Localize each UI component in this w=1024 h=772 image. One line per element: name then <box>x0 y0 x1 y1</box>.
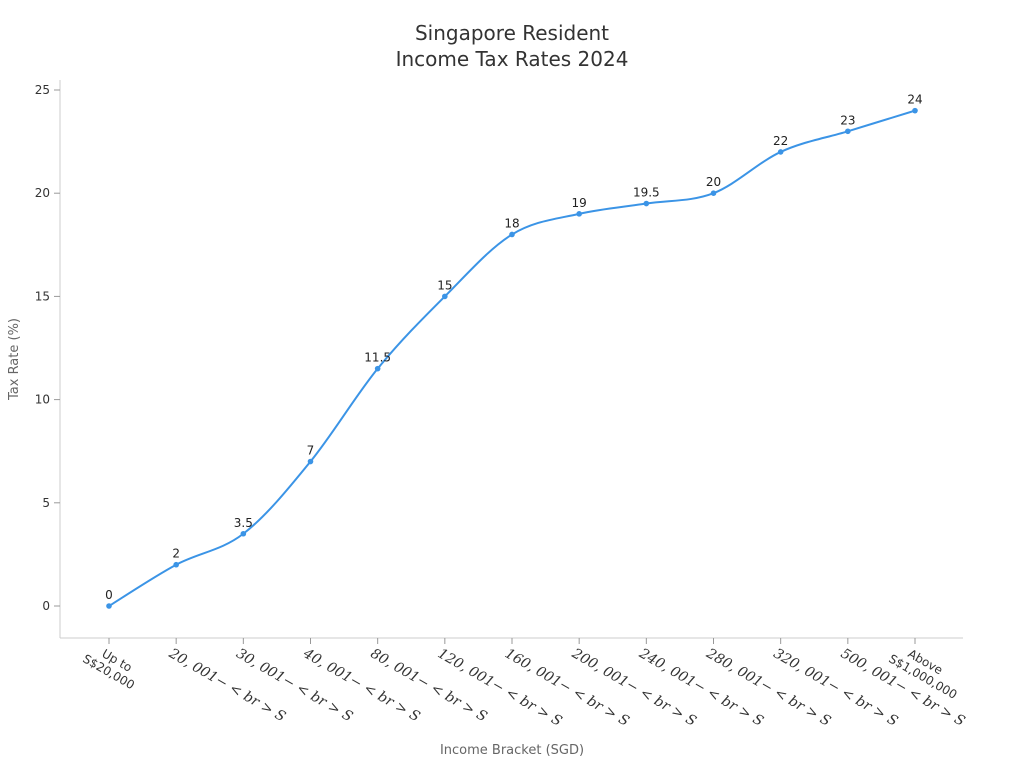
x-tick-label: 160, 001− < br > S <box>502 646 632 730</box>
data-label: 20 <box>706 175 721 189</box>
data-label: 11.5 <box>364 351 391 365</box>
data-label: 23 <box>840 113 855 127</box>
x-tick-label: 30, 001− < br > S <box>233 646 355 726</box>
x-tick-label: 20, 001− < br > S <box>165 645 288 725</box>
data-label: 18 <box>504 216 519 230</box>
y-tick-label: 20 <box>35 186 50 200</box>
data-point <box>777 149 784 155</box>
y-tick-label: 5 <box>42 496 50 510</box>
data-point <box>576 211 582 217</box>
data-point <box>374 365 381 372</box>
data-point <box>643 200 650 207</box>
data-label: 7 <box>307 444 315 458</box>
x-tick-label: Up toS$20,000 <box>80 639 144 692</box>
data-point <box>173 561 179 568</box>
y-axis-label: Tax Rate (%) <box>7 318 22 401</box>
data-label: 15 <box>437 278 452 292</box>
data-label: 0 <box>105 588 113 602</box>
y-tick-label: 10 <box>35 393 50 407</box>
data-point <box>710 190 717 196</box>
data-label: 19 <box>572 196 587 210</box>
y-tick-label: 25 <box>35 83 50 97</box>
chart-title-line-1: Singapore Resident <box>415 21 609 45</box>
data-point <box>106 603 112 609</box>
data-point <box>912 107 918 114</box>
y-tick-label: 15 <box>35 289 50 303</box>
data-label: 22 <box>773 134 788 148</box>
chart-title-line-2: Income Tax Rates 2024 <box>396 47 629 71</box>
data-label: 3.5 <box>234 516 253 530</box>
data-label: 24 <box>907 93 922 107</box>
data-point <box>307 458 314 465</box>
x-tick-label: 320, 001− < br > S <box>771 646 901 730</box>
x-tick-label: 200, 001− < br > S <box>568 645 699 730</box>
y-tick-label: 0 <box>42 599 50 613</box>
data-point <box>509 231 515 238</box>
x-tick-label: 120, 001− < br > S <box>435 646 565 730</box>
x-axis-label: Income Bracket (SGD) <box>440 743 584 758</box>
data-label: 2 <box>172 547 180 561</box>
data-point <box>240 530 247 537</box>
data-point <box>442 293 448 300</box>
x-tick-label: 80, 001− < br > S <box>368 646 490 726</box>
x-tick-label: 280, 001− < br > S <box>703 645 834 730</box>
x-tick-label: 40, 001− < br > S <box>300 645 423 725</box>
data-label: 19.5 <box>633 186 660 200</box>
x-tick-label: 240, 001− < br > S <box>635 645 766 730</box>
series-line <box>108 109 916 607</box>
data-point <box>845 128 851 135</box>
